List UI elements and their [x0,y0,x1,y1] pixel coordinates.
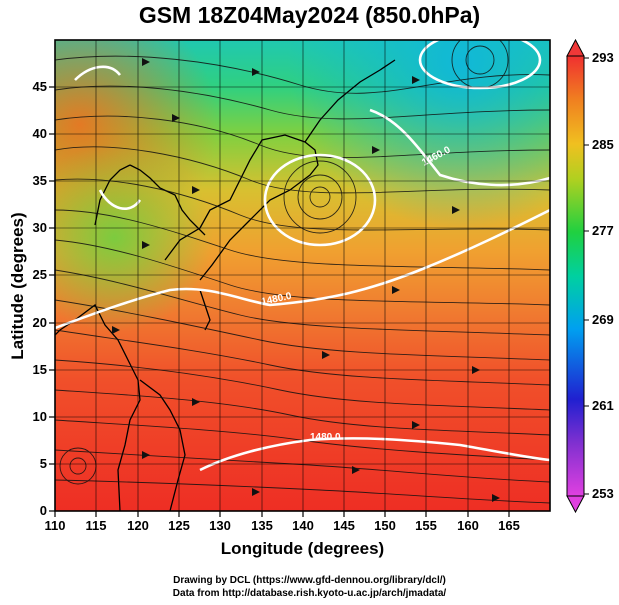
credit-line-drawing: Drawing by DCL (https://www.gfd-dennou.o… [173,575,446,586]
contour-label: 1480.0 [310,432,341,443]
colorbar-tick-label: 285 [592,137,614,152]
x-tick-label: 125 [168,518,190,533]
streamline-arrows [112,58,500,502]
y-axis-ticks: 0 5 10 15 20 25 30 35 40 45 [33,79,55,518]
y-tick-label: 20 [33,315,47,330]
x-tick-label: 120 [127,518,149,533]
colorbar-scale [566,55,585,497]
grid [55,40,550,511]
x-tick-label: 145 [333,518,355,533]
y-tick-label: 25 [33,267,47,282]
y-tick-label: 15 [33,362,47,377]
y-tick-label: 0 [40,503,47,518]
credit-line-data: Data from http://database.rish.kyoto-u.a… [172,588,447,599]
y-axis-label: Latitude (degrees) [8,212,27,360]
x-tick-label: 155 [415,518,437,533]
colorbar: 293 285 277 269 261 253 [566,38,614,514]
temperature-field [55,40,550,511]
y-tick-label: 5 [40,456,47,471]
x-tick-label: 110 [45,518,66,533]
y-tick-label: 35 [33,173,47,188]
colorbar-top-arrow [566,38,585,57]
x-axis-label: Longitude (degrees) [220,539,385,558]
y-tick-label: 45 [33,79,47,94]
colorbar-tick-label: 253 [592,486,614,501]
x-tick-label: 160 [457,518,479,533]
chart-title: GSM 18Z04May2024 (850.0hPa) [138,2,481,28]
streamlines [55,40,550,504]
x-axis-ticks: 110 115 120 125 130 135 140 145 150 155 … [45,511,520,533]
colorbar-tick-label: 293 [592,50,614,65]
y-tick-label: 30 [33,220,47,235]
x-tick-label: 165 [498,518,520,533]
x-tick-label: 115 [86,518,107,533]
colorbar-tick-label: 261 [592,398,614,413]
y-tick-label: 10 [33,409,47,424]
x-tick-label: 150 [374,518,396,533]
colorbar-tick-label: 277 [592,223,614,238]
colorbar-tick-label: 269 [592,312,614,327]
coastlines [55,59,396,511]
x-tick-label: 130 [209,518,231,533]
x-tick-label: 140 [292,518,314,533]
height-contours [55,40,550,472]
x-tick-label: 135 [251,518,273,533]
y-tick-label: 40 [33,126,47,141]
colorbar-bottom-arrow [566,495,585,514]
